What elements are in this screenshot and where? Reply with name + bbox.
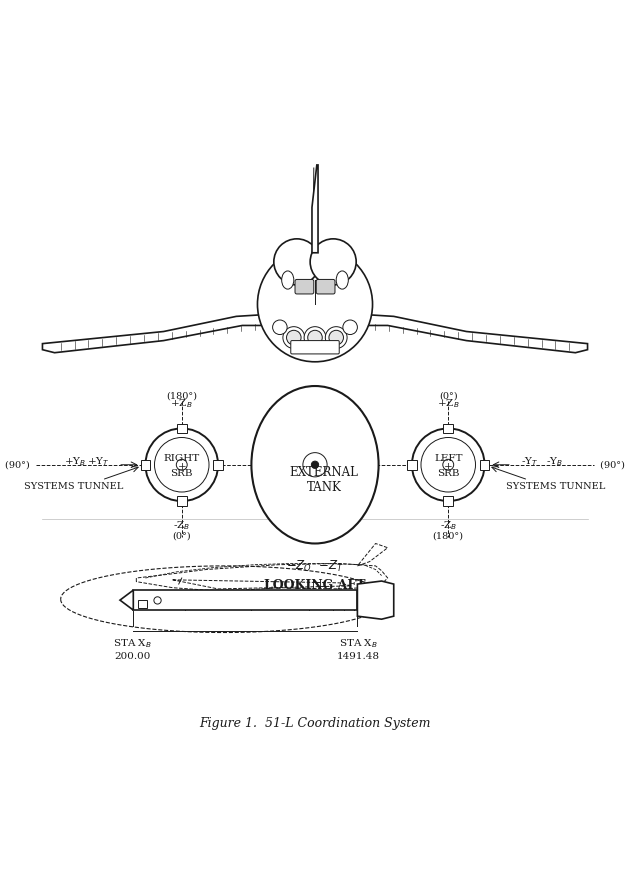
- Circle shape: [421, 438, 476, 492]
- FancyBboxPatch shape: [444, 424, 453, 433]
- Circle shape: [343, 320, 357, 334]
- Text: +Z$_B$: +Z$_B$: [171, 397, 193, 410]
- Ellipse shape: [251, 386, 379, 543]
- Text: +Y$_B$: +Y$_B$: [64, 455, 86, 468]
- Text: -Y$_B$: -Y$_B$: [546, 455, 563, 468]
- Text: -Z$_B$: -Z$_B$: [173, 519, 190, 532]
- Text: Figure 1.  51-L Coordination System: Figure 1. 51-L Coordination System: [199, 717, 431, 730]
- Circle shape: [412, 429, 484, 501]
- Text: STA X$_B$
1491.48: STA X$_B$ 1491.48: [337, 637, 380, 661]
- Polygon shape: [312, 165, 318, 253]
- Text: (0°): (0°): [439, 391, 457, 401]
- Text: RIGHT: RIGHT: [164, 454, 200, 463]
- Polygon shape: [357, 581, 394, 619]
- Circle shape: [304, 326, 326, 348]
- Polygon shape: [120, 590, 134, 610]
- Circle shape: [329, 330, 343, 345]
- FancyBboxPatch shape: [137, 600, 147, 608]
- FancyBboxPatch shape: [213, 460, 223, 470]
- Circle shape: [310, 239, 356, 285]
- FancyBboxPatch shape: [316, 279, 335, 294]
- FancyBboxPatch shape: [479, 460, 490, 470]
- Text: -Z$_B$: -Z$_B$: [440, 519, 457, 532]
- FancyBboxPatch shape: [444, 496, 453, 506]
- Circle shape: [325, 326, 347, 348]
- Text: (90°): (90°): [6, 460, 33, 469]
- Text: (90°): (90°): [597, 460, 624, 469]
- FancyBboxPatch shape: [140, 460, 151, 470]
- Ellipse shape: [336, 271, 348, 289]
- Text: (180°): (180°): [433, 531, 464, 541]
- Circle shape: [307, 330, 323, 345]
- Text: EXTERNAL
TANK: EXTERNAL TANK: [290, 466, 358, 493]
- Text: (0°): (0°): [173, 531, 191, 541]
- Text: SYSTEMS TUNNEL: SYSTEMS TUNNEL: [25, 482, 123, 491]
- Circle shape: [274, 239, 320, 285]
- Circle shape: [154, 597, 161, 604]
- Circle shape: [283, 326, 305, 348]
- Polygon shape: [134, 590, 357, 610]
- Circle shape: [273, 320, 287, 334]
- Text: +: +: [444, 462, 452, 471]
- FancyBboxPatch shape: [291, 340, 339, 354]
- Text: +Y$_T$: +Y$_T$: [84, 455, 110, 468]
- Circle shape: [146, 429, 218, 501]
- Text: LEFT: LEFT: [434, 454, 462, 463]
- Circle shape: [443, 459, 454, 470]
- Circle shape: [176, 459, 187, 470]
- Circle shape: [287, 330, 301, 345]
- Ellipse shape: [282, 271, 294, 289]
- Circle shape: [303, 452, 327, 477]
- Text: +: +: [178, 462, 186, 471]
- FancyBboxPatch shape: [177, 496, 186, 506]
- Text: LOOKING AFT: LOOKING AFT: [264, 578, 366, 592]
- Text: STA X$_B$
200.00: STA X$_B$ 200.00: [113, 637, 151, 661]
- Polygon shape: [327, 313, 588, 353]
- Text: SRB: SRB: [171, 469, 193, 479]
- Circle shape: [258, 247, 372, 361]
- Circle shape: [154, 438, 209, 492]
- Text: -Y$_T$: -Y$_T$: [518, 455, 539, 468]
- Text: +Z$_B$: +Z$_B$: [437, 397, 459, 410]
- Text: SRB: SRB: [437, 469, 459, 479]
- FancyBboxPatch shape: [407, 460, 417, 470]
- FancyBboxPatch shape: [177, 424, 186, 433]
- Text: (180°): (180°): [166, 391, 197, 401]
- Text: SYSTEMS TUNNEL: SYSTEMS TUNNEL: [507, 482, 605, 491]
- Polygon shape: [42, 313, 303, 353]
- FancyBboxPatch shape: [295, 279, 314, 294]
- Text: $-Z_O$  $-Z_T$: $-Z_O$ $-Z_T$: [286, 558, 344, 574]
- Circle shape: [311, 461, 319, 468]
